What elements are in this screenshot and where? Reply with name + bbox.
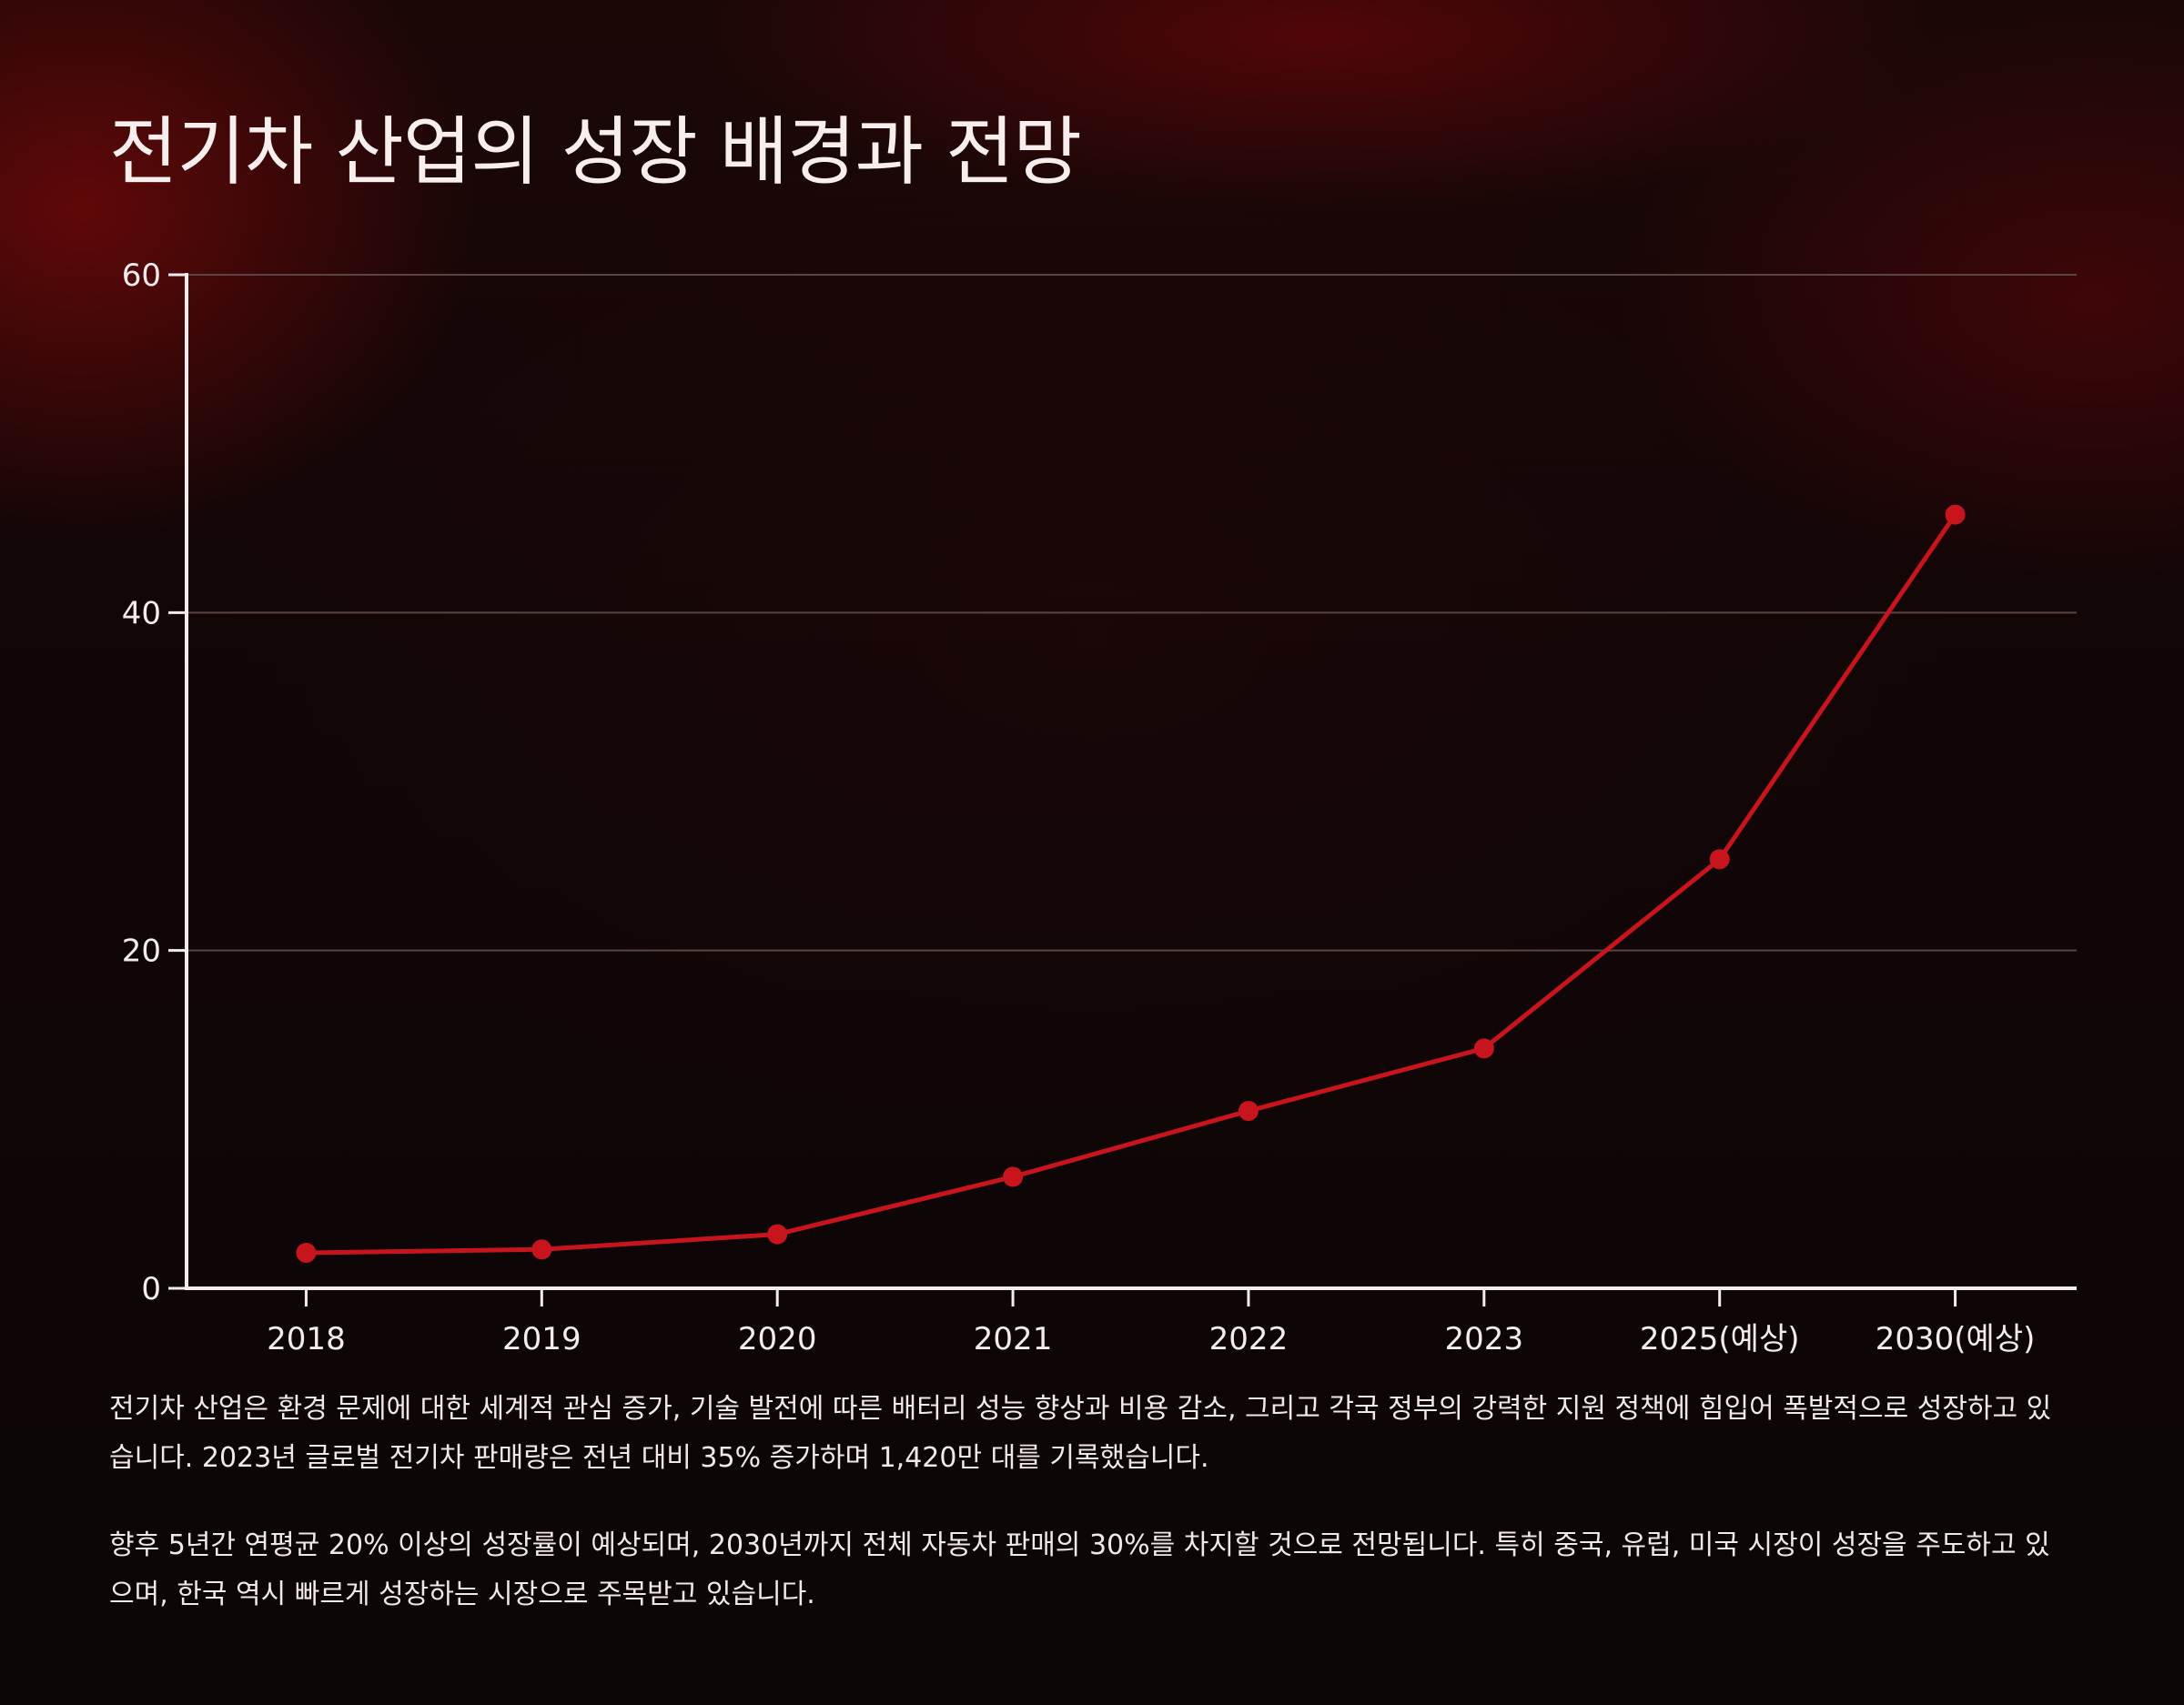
data-point — [1003, 1166, 1024, 1187]
chart-series — [296, 504, 1966, 1264]
page-title: 전기차 산업의 성장 배경과 전망 — [109, 109, 1082, 196]
y-tick-label: 20 — [122, 933, 161, 970]
data-point — [531, 1239, 552, 1260]
x-axis-ticks: 2018 2019 2020 2021 2022 2023 2025(예상) 2030(예상) — [267, 1288, 2035, 1357]
y-tick-label: 0 — [141, 1271, 161, 1307]
x-tick-label: 2020 — [738, 1321, 817, 1357]
line-chart: 0 20 40 60 2018 2019 2020 2021 2022 2023 2025(예상)… — [122, 257, 2077, 1357]
series-line — [303, 512, 1958, 1256]
data-point — [767, 1224, 788, 1245]
y-tick-label: 60 — [122, 257, 161, 294]
data-point — [1238, 1101, 1259, 1122]
x-tick-label: 2019 — [502, 1321, 581, 1357]
chart-gridlines — [187, 274, 2077, 952]
y-axis-ticks: 0 20 40 60 — [122, 257, 187, 1307]
y-tick-label: 40 — [122, 595, 161, 631]
description-paragraph-1: 전기차 산업은 환경 문제에 대한 세계적 관심 증가, 기술 발전에 따른 배… — [109, 1393, 2052, 1474]
data-point — [1473, 1038, 1494, 1059]
x-tick-label: 2021 — [974, 1321, 1053, 1357]
data-point — [1945, 504, 1966, 525]
description-paragraph-2: 향후 5년간 연평균 20% 이상의 성장률이 예상되며, 2030년까지 전체… — [109, 1529, 2050, 1610]
data-point — [296, 1243, 317, 1264]
chart-axes — [185, 273, 2077, 1290]
x-tick-label: 2023 — [1445, 1321, 1524, 1357]
data-point — [1709, 849, 1730, 870]
x-tick-label: 2018 — [267, 1321, 346, 1357]
x-tick-label: 2025(예상) — [1640, 1321, 1800, 1357]
x-tick-label: 2030(예상) — [1876, 1321, 2036, 1357]
x-tick-label: 2022 — [1209, 1321, 1289, 1357]
